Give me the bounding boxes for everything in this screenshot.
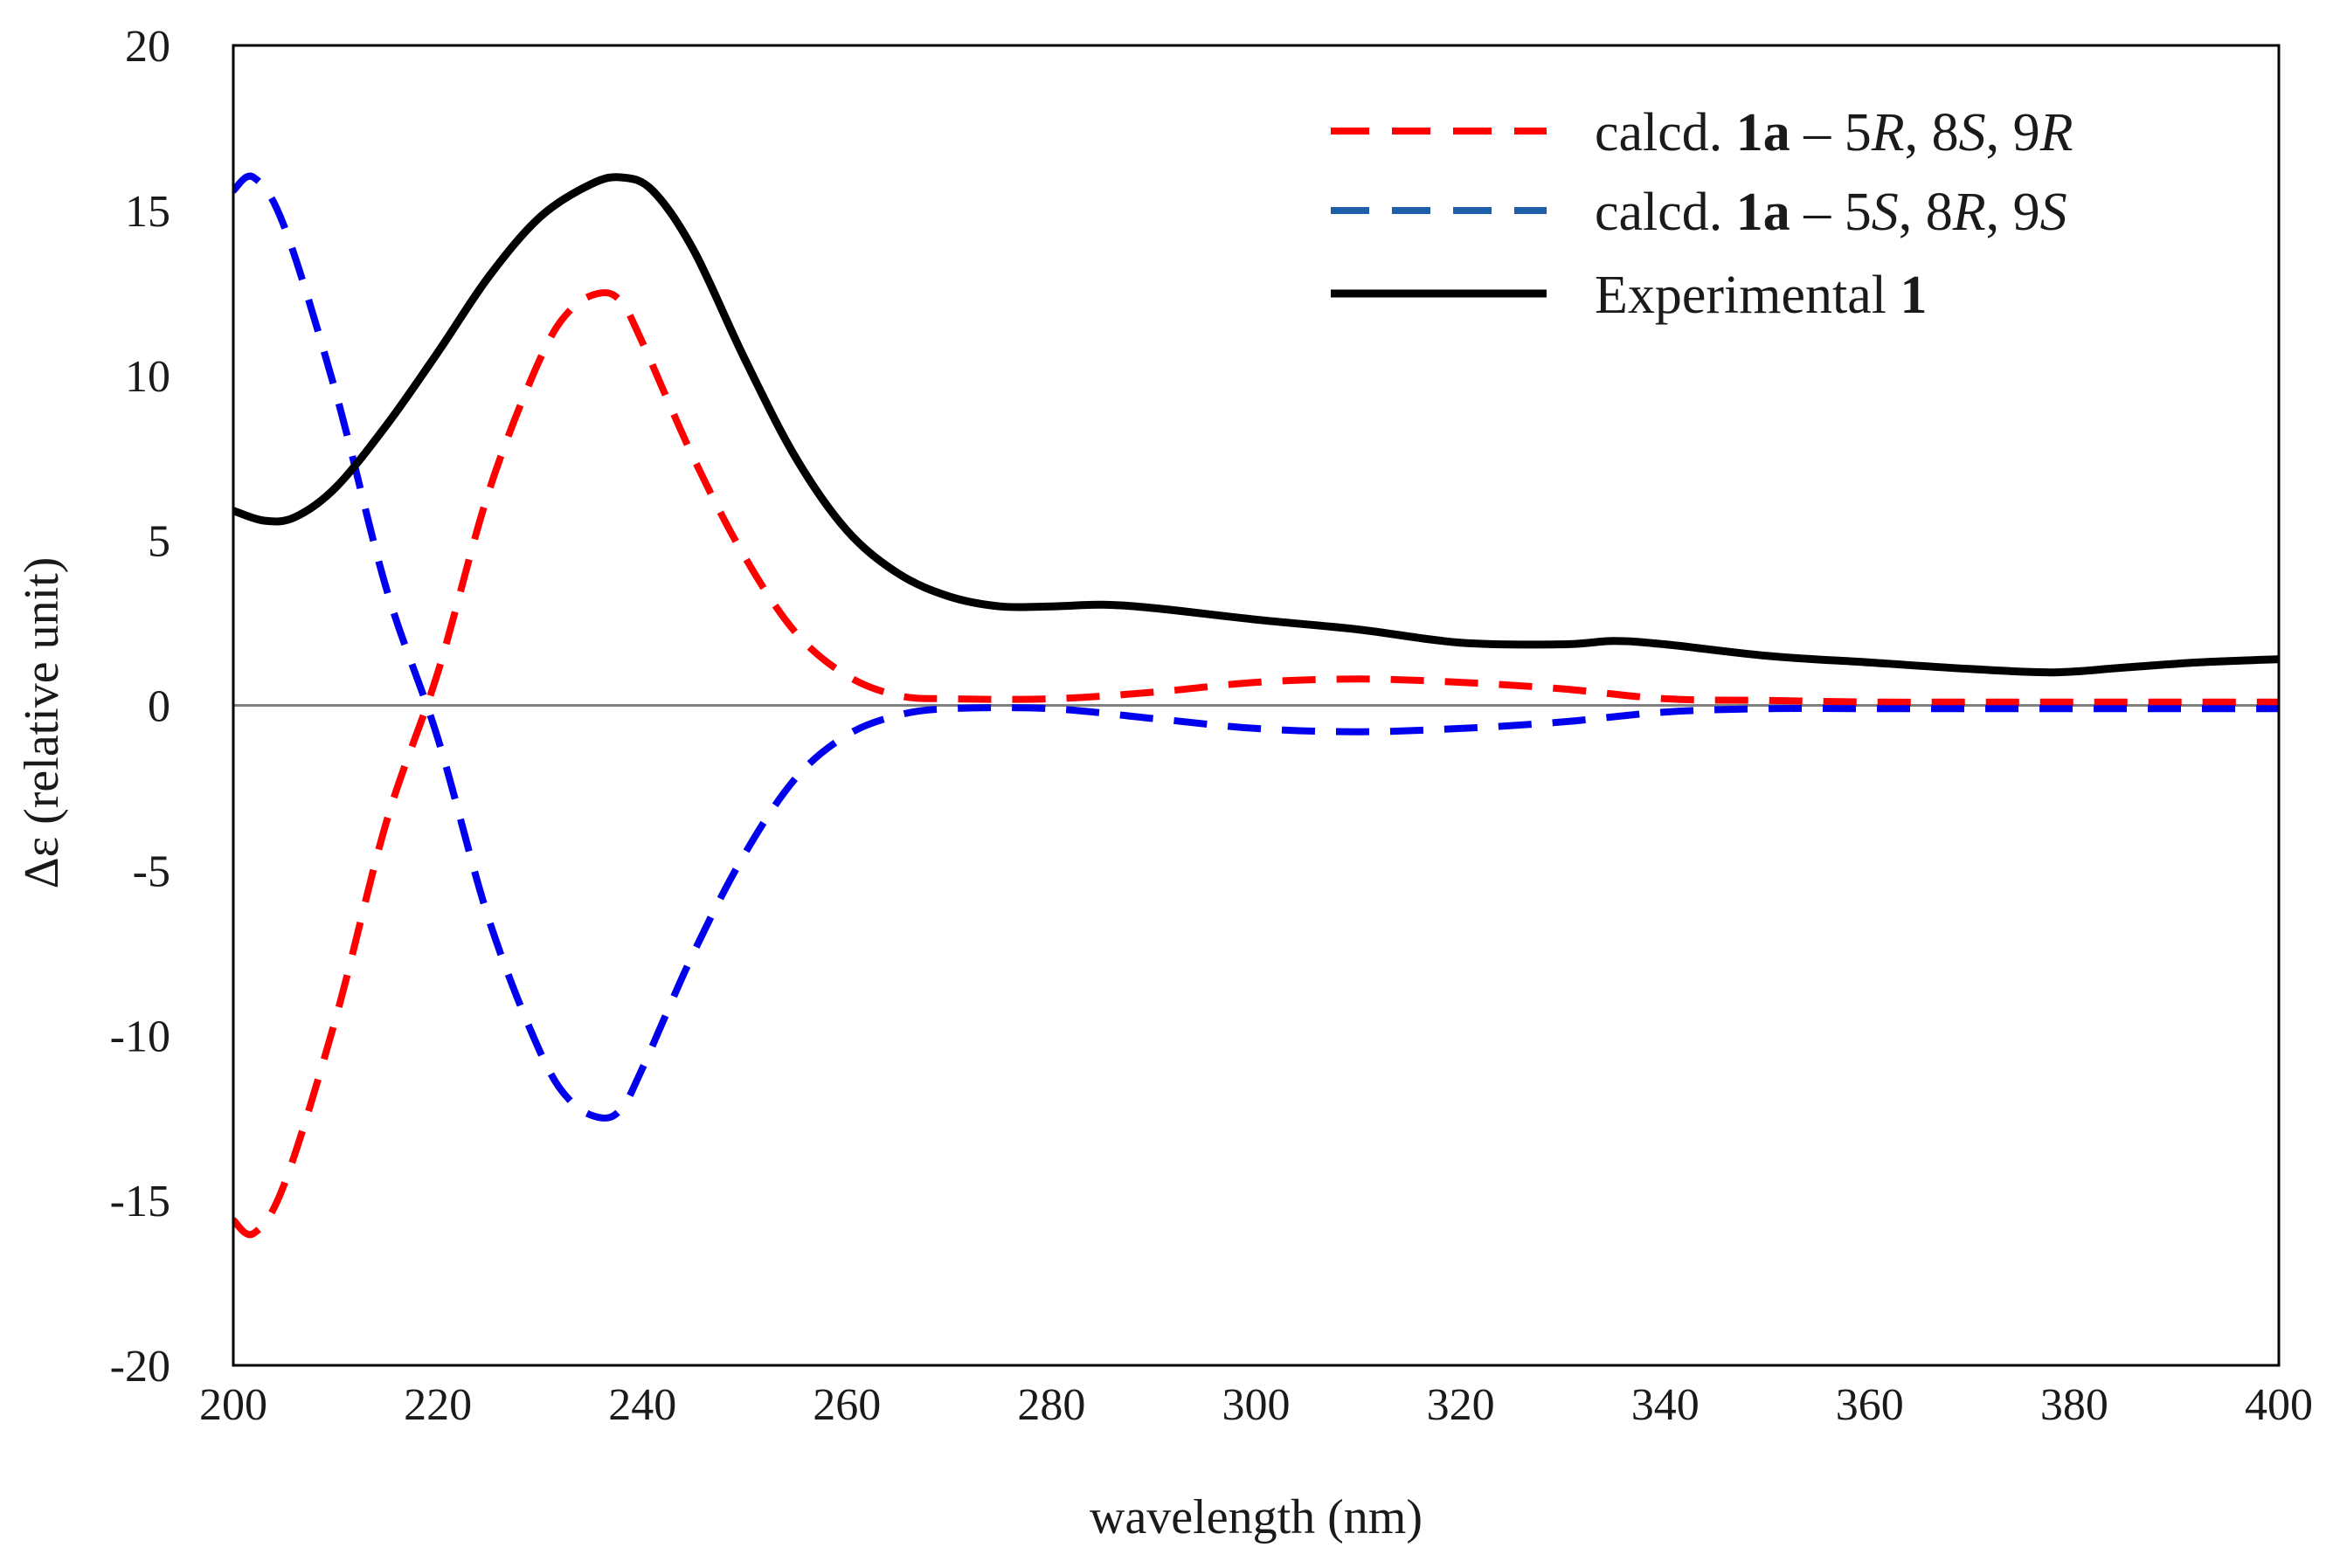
legend-text-part: R — [1952, 183, 1986, 242]
x-tick-label: 200 — [199, 1380, 267, 1430]
legend-entry-1: calcd. 1a – 5R, 8S, 9R — [1595, 103, 2073, 162]
x-tick-label: 400 — [2245, 1380, 2313, 1430]
series-layer — [233, 172, 2279, 1239]
y-tick-label: 5 — [148, 517, 170, 567]
y-tick-label: -15 — [110, 1177, 170, 1226]
legend-text-part: S — [1959, 103, 1986, 162]
legend-text-part: , 9 — [1986, 103, 2040, 162]
legend-text-part: , 8 — [1899, 183, 1953, 242]
legend-entry-3: Experimental 1 — [1595, 266, 1927, 325]
series-line-3 — [233, 173, 2279, 677]
x-tick-label: 260 — [813, 1380, 881, 1430]
series-line-2 — [233, 172, 2279, 1122]
y-tick-label: -5 — [133, 846, 170, 896]
x-tick-labels: 200 220 240 260 280 300 320 340 360 380 400 — [199, 1380, 2313, 1430]
x-tick-label: 380 — [2040, 1380, 2108, 1430]
series-line-1 — [233, 289, 2279, 1239]
legend-text-part: 1a — [1736, 183, 1790, 242]
legend-text-part: , 8 — [1905, 103, 1959, 162]
y-tick-label: 15 — [125, 187, 170, 237]
legend-text-part: – 5 — [1790, 183, 1872, 242]
legend-text-part: calcd. — [1595, 183, 1736, 242]
legend-text-part: R — [1871, 103, 1905, 162]
legend-text-part: – 5 — [1790, 103, 1872, 162]
plot-area-frame — [232, 44, 2281, 1367]
y-tick-label: 0 — [148, 682, 170, 732]
x-tick-label: 300 — [1222, 1380, 1291, 1430]
legend-text-part: R — [2039, 103, 2073, 162]
y-tick-label: -20 — [110, 1342, 170, 1392]
x-tick-label: 240 — [608, 1380, 676, 1430]
x-tick-label: 320 — [1427, 1380, 1495, 1430]
x-tick-label: 220 — [404, 1380, 472, 1430]
legend-text-part: calcd. — [1595, 103, 1736, 162]
legend-text-part: , 9 — [1986, 183, 2040, 242]
y-tick-labels: 20 15 10 5 0 -5 -10 -15 -20 — [110, 22, 170, 1392]
legend-text-part: Experimental — [1595, 266, 1900, 325]
legend-entry-2: calcd. 1a – 5S, 8R, 9S — [1595, 183, 2067, 242]
x-tick-label: 360 — [1836, 1380, 1904, 1430]
x-axis-label: wavelength (nm) — [1090, 1490, 1423, 1544]
legend-text-part: S — [1872, 183, 1899, 242]
y-tick-label: 10 — [125, 352, 170, 402]
y-tick-label: 20 — [125, 22, 170, 72]
y-axis-label: Δε (relative unit) — [15, 557, 69, 889]
legend-text-part: 1a — [1736, 103, 1790, 162]
legend-text-part: 1 — [1900, 266, 1927, 325]
x-tick-label: 340 — [1631, 1380, 1700, 1430]
legend-text-part: S — [2040, 183, 2067, 242]
y-tick-label: -10 — [110, 1012, 170, 1061]
x-tick-label: 280 — [1017, 1380, 1085, 1430]
